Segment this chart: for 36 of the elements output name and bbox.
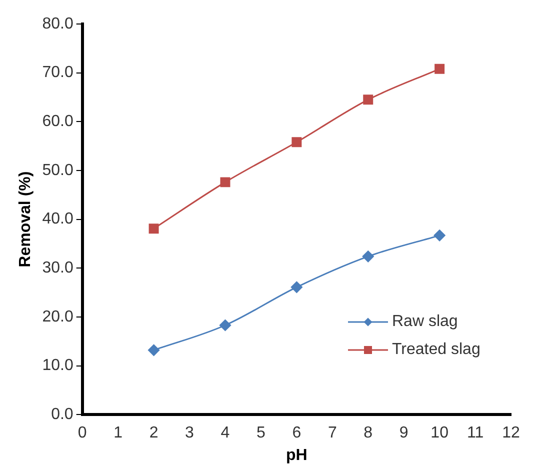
point [363,94,374,105]
y-tick-label: 40.0 [42,210,74,228]
point [148,344,160,356]
legend-label: Treated slag [392,341,480,359]
x-tick-label: 6 [292,424,302,442]
y-axis-title: Removal (%) [17,171,34,268]
x-tick-label: 3 [185,424,194,442]
point [148,224,159,234]
point [219,320,231,331]
x-tick-label: 1 [114,424,123,442]
point [434,230,446,242]
x-tick-label: 0 [78,424,87,442]
x-axis-title: pH [286,446,308,464]
point [362,250,374,262]
legend-label: Raw slag [392,313,458,331]
x-tick-label: 7 [328,424,337,442]
y-tick-label: 60.0 [42,113,74,130]
x-tick-label: 10 [430,424,449,442]
y-tick-label: 10.0 [42,357,74,374]
y-tick-label: 30.0 [42,260,74,277]
y-tick-label: 70.0 [42,64,74,82]
y-tick-label: 80.0 [42,15,74,32]
x-tick-label: 12 [502,424,520,442]
point [220,177,230,188]
x-tick-label: 8 [364,424,373,442]
x-tick-label: 5 [256,424,266,442]
point [292,137,302,148]
y-tick-label: 0.0 [51,406,74,424]
x-tick-label: 4 [220,424,230,442]
y-tick-label: 50.0 [42,162,74,179]
y-tick-label: 20.0 [42,308,74,326]
point [290,281,302,293]
x-tick-label: 9 [399,424,408,442]
point [434,64,445,74]
x-tick-label: 11 [466,424,484,442]
x-tick-label: 2 [149,424,158,442]
